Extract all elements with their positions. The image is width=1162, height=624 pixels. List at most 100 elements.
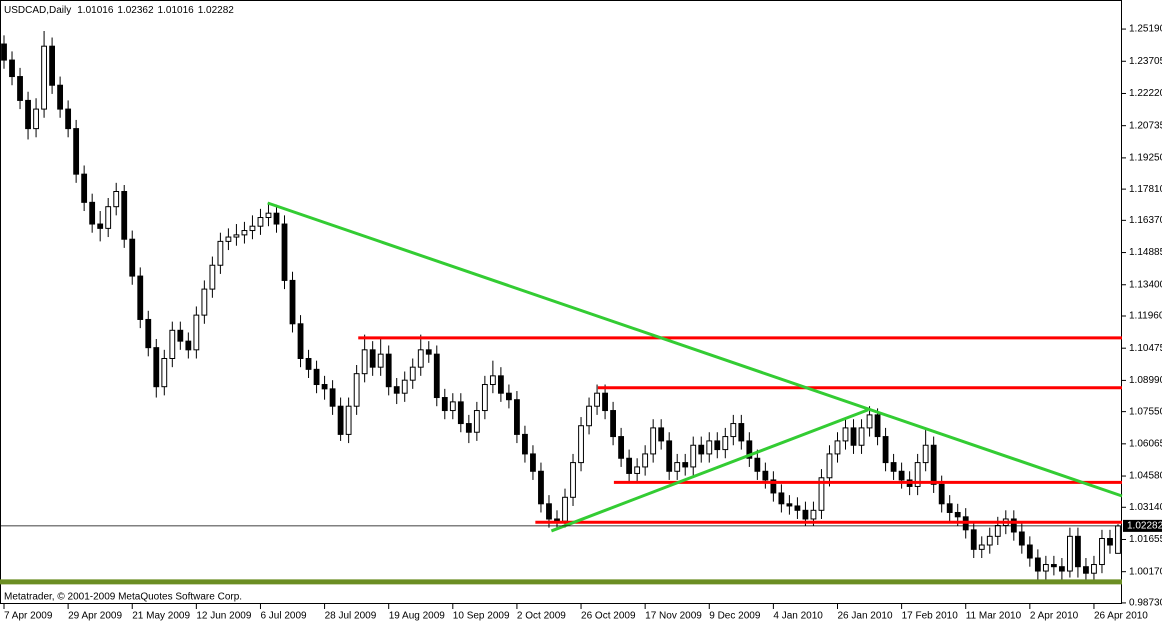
y-tick-label: 1.16370 [1129,215,1162,226]
candle-body [986,535,993,546]
candle-body [145,318,152,349]
candle-body [249,225,256,232]
candle-body [409,366,416,381]
candle-body [1107,538,1113,546]
candle-body [522,433,528,455]
candle-body [882,436,889,464]
candle-body [257,217,264,227]
candle-body [1058,566,1065,572]
candle-body [538,470,544,505]
candle-body [850,427,857,446]
candle-body [618,436,625,459]
candle-body [674,462,681,472]
candle-body [706,440,713,455]
candle-body [602,392,608,412]
symbol: USDCAD,Daily [4,5,71,16]
candle-body [169,329,176,359]
x-tick-label: 21 May 2009 [132,611,190,622]
chart-title: USDCAD,Daily 1.01016 1.02362 1.01016 1.02282 [4,5,234,16]
candle-body [1091,564,1097,574]
candle-body [393,386,400,394]
y-tick-label: 1.07550 [1129,406,1162,417]
candle-body [786,503,793,507]
price-label: 1.02282 [1127,521,1162,532]
candle-body [193,314,200,351]
x-tick-label: 10 Sep 2009 [453,611,510,622]
candle-body [754,457,761,472]
candle-body [1067,535,1073,572]
y-tick-label: 1.13400 [1129,279,1162,290]
candle-body [153,347,160,388]
candle-body [161,357,168,388]
candle-body [73,128,80,175]
candle-body [794,505,801,511]
candle-body [946,503,953,513]
x-tick-label: 2 Oct 2009 [517,611,566,622]
candle-body [289,279,296,325]
candle-body [930,444,937,485]
y-tick-label: 1.19250 [1129,153,1162,164]
candle-body [1050,564,1057,568]
candle-body [762,470,769,481]
last-low: 1.01016 [158,5,195,16]
candle-body [722,436,729,451]
footer: Metatrader, © 2001-2009 MetaQuotes Softw… [4,592,242,603]
candle-body [281,223,288,281]
price-label-box [1123,519,1162,532]
candle-body [369,349,376,368]
candle-body [746,440,753,459]
candle-body [514,399,520,435]
candle-body [441,397,448,412]
candle-body [97,223,104,229]
candle-body [305,357,312,370]
candle-body [666,440,673,472]
candle-body [562,496,568,522]
candle-body [938,483,945,505]
y-tick-label: 1.06065 [1129,438,1162,449]
candle-body [682,462,689,468]
candle-body [129,238,136,277]
candle-body [570,462,576,498]
candle-body [401,379,408,394]
x-tick-label: 26 Oct 2009 [581,611,636,622]
candle-body [497,375,504,394]
candle-body [177,329,184,342]
candle-body [626,457,633,474]
candle-body [1018,531,1025,546]
candle-body [65,108,72,130]
candle-body [105,206,112,229]
candle-body [954,511,961,518]
candle-body [433,353,440,399]
candle-body [1115,525,1121,554]
candle-body [33,108,39,130]
candle-body [650,427,657,455]
candle-body [1034,557,1041,572]
x-tick-label: 17 Feb 2010 [902,611,959,622]
candle-body [842,427,849,442]
candle-body [201,288,208,316]
candle-body [978,544,985,550]
x-tick-label: 6 Jul 2009 [260,611,307,622]
candle-body [265,212,272,219]
candle-body [738,423,745,442]
candle-body [1026,544,1033,559]
x-tick-label: 7 Apr 2009 [4,611,53,622]
candle-body [714,440,721,451]
candle-body [802,509,809,520]
candle-body [730,423,737,438]
x-tick-label: 26 Jan 2010 [837,611,892,622]
y-tick-label: 1.17810 [1129,184,1162,195]
candle-body [690,444,697,468]
candle-body [658,427,665,442]
candle-body [770,479,777,494]
x-tick-label: 4 Jan 2010 [773,611,823,622]
candle-body [121,191,128,240]
candle-body [778,492,785,505]
candle-body [506,392,512,401]
x-tick-label: 9 Dec 2009 [709,611,761,622]
candle-body [225,236,232,242]
candle-body [217,240,224,266]
candle-body [594,392,600,407]
last-open: 1.01016 [77,5,114,16]
